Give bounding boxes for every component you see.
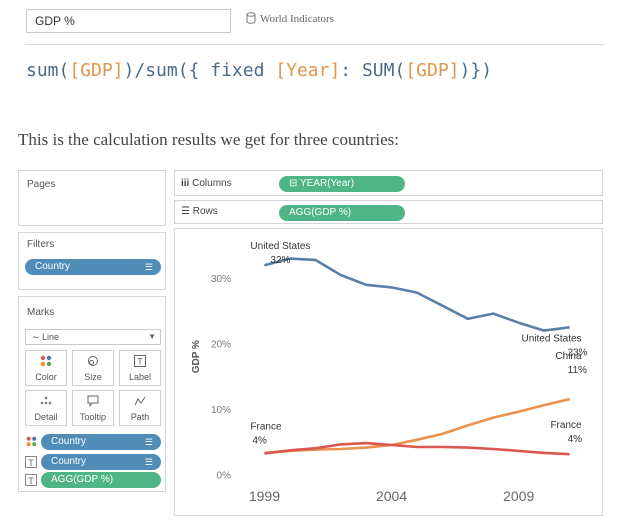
rows-pill[interactable]: AGG(GDP %) [279, 205, 405, 221]
annotation-value: 32% [270, 255, 290, 266]
filter-pill-label: Country [35, 261, 71, 272]
y-tick-label: 0% [217, 470, 232, 481]
rows-icon: ☰ [181, 206, 190, 217]
label-label: Label [128, 372, 152, 382]
filter-country-pill[interactable]: Country ☰ [25, 259, 161, 275]
marks-pill-label: Country [51, 436, 87, 447]
color-button[interactable]: Color [25, 350, 67, 386]
formula-part: )/sum({ fixed [123, 60, 276, 81]
rows-pill-label: AGG(GDP %) [289, 207, 352, 218]
y-tick-label: 30% [211, 274, 231, 285]
annotation-country: China [555, 351, 582, 362]
path-button[interactable]: Path [119, 390, 161, 426]
svg-text:T: T [137, 357, 143, 367]
color-label: Color [35, 372, 57, 382]
formula-field: [GDP] [405, 60, 460, 81]
divider [26, 44, 604, 45]
annotation-value: 4% [568, 434, 583, 445]
size-label: Size [84, 372, 102, 382]
pages-title: Pages [27, 179, 56, 190]
annotation-value: 4% [252, 436, 267, 447]
path-icon [120, 395, 160, 409]
annotation-value: 23% [568, 347, 588, 358]
tableau-worksheet: Pages iii Columns ⊟ YEAR(Year) ☰ Rows AG… [18, 170, 604, 518]
columns-shelf-label: iii Columns [181, 178, 232, 189]
annotation-value: 11% [568, 365, 587, 376]
marks-label-pill[interactable]: Country ☰ [41, 454, 161, 470]
tooltip-label: Tooltip [79, 412, 106, 422]
marks-title: Marks [27, 307, 55, 318]
datasource-name: World Indicators [260, 13, 334, 25]
rows-shelf-label: ☰ Rows [181, 206, 218, 217]
columns-icon: iii [181, 178, 190, 189]
rows-label-text: Rows [192, 206, 218, 217]
y-tick-label: 10% [211, 405, 231, 416]
marks-card[interactable]: Marks ∼ Line ▼ Color Size T Label Detail T… [18, 296, 166, 492]
marks-measure-pill[interactable]: AGG(GDP %) [41, 472, 161, 488]
formula-part: )}) [459, 60, 493, 81]
annotation-country: United States [522, 333, 582, 344]
label-button[interactable]: T Label [119, 350, 161, 386]
formula-field: [Year] [275, 60, 341, 81]
text-label-icon: T [25, 474, 37, 486]
formula-field: [GDP] [69, 60, 124, 81]
tooltip-button[interactable]: Tooltip [72, 390, 114, 426]
chevron-down-icon: ▼ [148, 332, 156, 341]
annotation-country: France [550, 420, 582, 431]
x-tick-label: 2004 [376, 488, 407, 504]
color-icon [25, 436, 37, 448]
detail-button[interactable]: Detail [25, 390, 67, 426]
color-icon [26, 355, 66, 369]
marks-pill-label: AGG(GDP %) [51, 474, 114, 485]
columns-shelf[interactable]: iii Columns ⊟ YEAR(Year) [174, 170, 603, 196]
database-icon [246, 12, 256, 27]
columns-pill-label: YEAR(Year) [299, 178, 355, 189]
series-line-france [264, 441, 570, 456]
marks-color-pill[interactable]: Country ☰ [41, 434, 161, 450]
calculation-formula[interactable]: sum([GDP])/sum({ fixed [Year]: SUM([GDP]… [26, 60, 492, 81]
filters-card[interactable]: Filters Country ☰ [18, 232, 166, 290]
filter-icon: ☰ [144, 457, 153, 467]
series-line-china [264, 397, 570, 455]
columns-pill[interactable]: ⊟ YEAR(Year) [279, 176, 405, 192]
text-label-icon: T [120, 355, 160, 369]
formula-part: : SUM( [340, 60, 406, 81]
pages-card[interactable]: Pages [18, 170, 166, 226]
annotation-country: United States [250, 241, 310, 252]
size-icon [73, 355, 113, 369]
filters-title: Filters [27, 239, 55, 250]
chart-view[interactable]: 0% 10% 20% 30% GDP % 1999 2004 2009 United State… [174, 228, 603, 516]
rows-shelf[interactable]: ☰ Rows AGG(GDP %) [174, 200, 603, 224]
size-button[interactable]: Size [72, 350, 114, 386]
series-line-united-states [264, 257, 570, 332]
expand-icon: ⊟ [289, 178, 300, 189]
line-chart: 0% 10% 20% 30% GDP % 1999 2004 2009 United State… [191, 241, 588, 504]
tooltip-icon [73, 395, 113, 409]
mark-type-value: Line [42, 332, 60, 342]
y-tick-label: 20% [211, 340, 231, 351]
detail-icon [26, 395, 66, 409]
marks-pill-label: Country [51, 456, 87, 467]
filter-icon: ☰ [144, 262, 153, 272]
x-tick-label: 2009 [503, 488, 534, 504]
text-label-icon: T [25, 456, 37, 468]
calculation-name-field[interactable]: GDP % [26, 9, 231, 33]
mark-type-dropdown[interactable]: ∼ Line ▼ [25, 329, 161, 345]
y-axis-title: GDP % [191, 340, 202, 373]
formula-part: sum( [26, 60, 70, 81]
datasource-label: World Indicators [246, 12, 334, 27]
detail-label: Detail [34, 412, 58, 422]
caption-text: This is the calculation results we get f… [18, 130, 399, 149]
annotation-country: France [250, 422, 282, 433]
filter-icon: ☰ [144, 437, 153, 447]
columns-label-text: Columns [192, 178, 232, 189]
path-label: Path [130, 412, 150, 422]
line-icon: ∼ [32, 332, 43, 342]
x-tick-label: 1999 [249, 488, 280, 504]
